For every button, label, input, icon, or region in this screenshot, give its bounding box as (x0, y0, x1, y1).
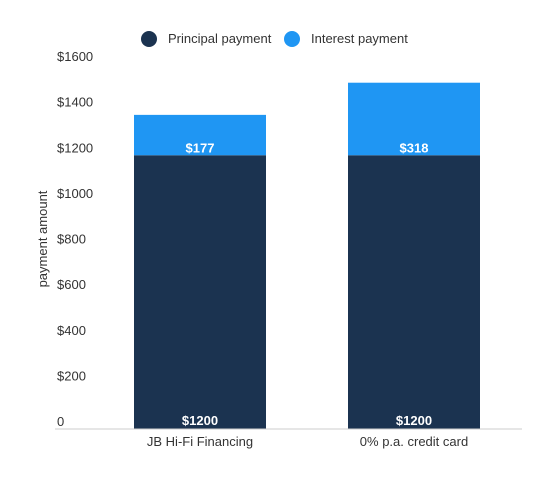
x-axis-ticks: JB Hi-Fi Financing 0% p.a. credit card (147, 434, 468, 449)
y-axis-ticks: 0 $200 $400 $600 $800 $1000 $1200 $1400 $1600 (57, 49, 93, 429)
data-label-interest: $318 (400, 140, 429, 155)
y-tick-label: 0 (57, 414, 64, 429)
bar-segment-principal (348, 155, 480, 429)
y-tick-label: $400 (57, 323, 86, 338)
legend-label-interest: Interest payment (311, 31, 408, 46)
y-tick-label: $1200 (57, 140, 93, 155)
legend-marker-principal (141, 31, 157, 47)
y-tick-label: $1400 (57, 95, 93, 110)
y-tick-label: $600 (57, 277, 86, 292)
y-tick-label: $800 (57, 232, 86, 247)
bar-labels: $1200 $177 $1200 $318 (182, 140, 432, 428)
data-label-principal: $1200 (182, 413, 218, 428)
legend-label-principal: Principal payment (168, 31, 272, 46)
x-tick-label: JB Hi-Fi Financing (147, 434, 253, 449)
bar-segment-principal (134, 155, 266, 429)
legend: Principal payment Interest payment (141, 31, 408, 47)
y-axis-title: payment amount (35, 190, 50, 287)
bar-segment-interest (348, 82, 480, 156)
data-label-interest: $177 (186, 140, 215, 155)
bars (134, 82, 480, 429)
data-label-principal: $1200 (396, 413, 432, 428)
y-tick-label: $1600 (57, 49, 93, 64)
bar-segment-interest (134, 114, 266, 156)
y-tick-label: $1000 (57, 186, 93, 201)
y-tick-label: $200 (57, 368, 86, 383)
legend-marker-interest (284, 31, 300, 47)
x-tick-label: 0% p.a. credit card (360, 434, 468, 449)
